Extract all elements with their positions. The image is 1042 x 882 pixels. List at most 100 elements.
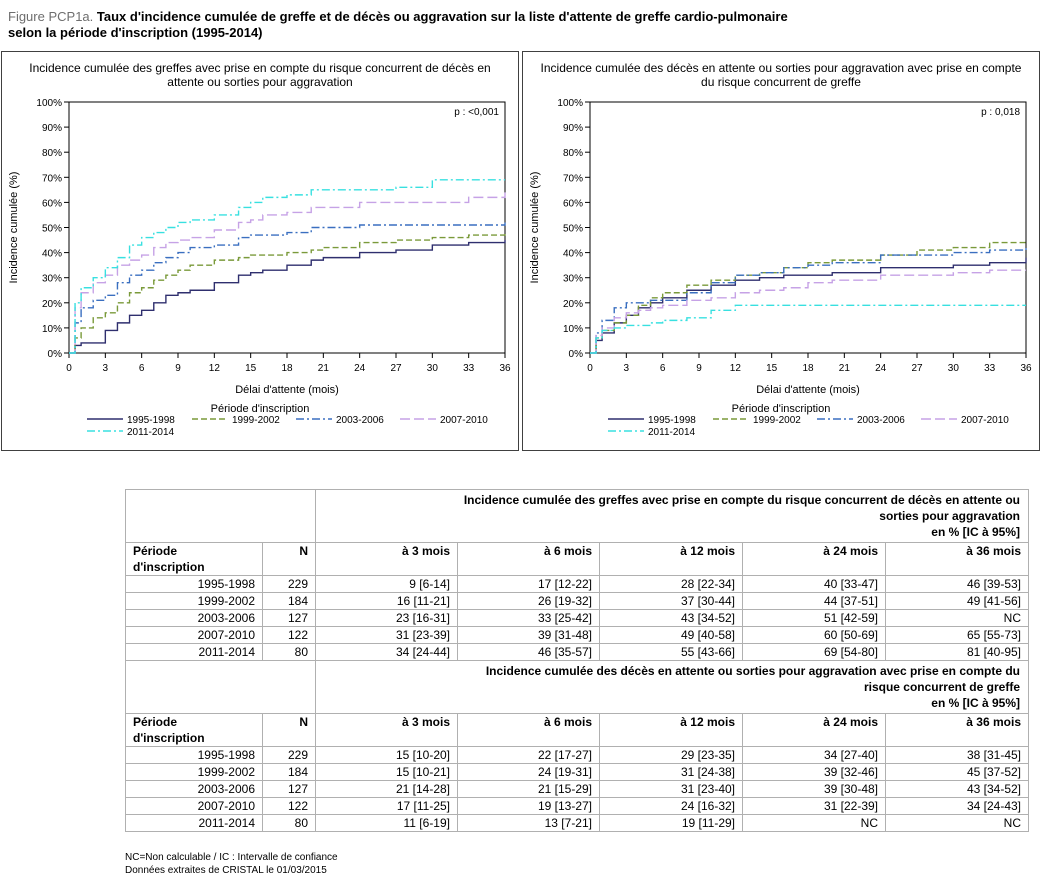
value-cell: 31 [23-39] xyxy=(315,626,458,644)
period-cell: 1995-1998 xyxy=(125,746,263,764)
y-tick-label: 30% xyxy=(42,274,62,285)
x-tick-label: 3 xyxy=(624,363,630,374)
y-tick-label: 50% xyxy=(563,224,583,235)
period-cell: 2007-2010 xyxy=(125,626,263,644)
table-row: 2011-2014 80 11 [6-19] 13 [7-21] 19 [11-29] N… xyxy=(125,814,1029,832)
y-tick-label: 80% xyxy=(42,148,62,159)
value-cell: NC xyxy=(742,814,886,832)
chart-panel-greffes: Incidence cumulée des greffes avec prise… xyxy=(1,51,519,451)
table-section-header: Incidence cumulée des greffes avec prise… xyxy=(125,489,1029,543)
column-header: à 24 mois xyxy=(742,542,886,576)
figure-label: Figure PCP1a. xyxy=(8,9,94,24)
legend-label-2003-2006: 2003-2006 xyxy=(857,415,905,426)
chart-title-line: Incidence cumulée des décès en attente o… xyxy=(541,61,1022,75)
table-row: 1995-1998 229 15 [10-20] 22 [17-27] 29 [23-3… xyxy=(125,746,1029,764)
value-cell: 31 [22-39] xyxy=(742,797,886,815)
series-line-1995-1998 xyxy=(69,240,506,354)
x-tick-label: 33 xyxy=(984,363,996,374)
column-header: à 36 mois xyxy=(885,713,1029,747)
series-line-2003-2006 xyxy=(69,222,506,354)
x-tick-label: 24 xyxy=(354,363,366,374)
p-value-annotation: p : 0,018 xyxy=(981,107,1020,118)
y-axis-label: Incidence cumulée (%) xyxy=(529,172,541,284)
value-cell: 49 [41-56] xyxy=(885,592,1029,610)
table-row: 1999-2002 184 16 [11-21] 26 [19-32] 37 [30-4… xyxy=(125,592,1029,610)
column-header: Période d'inscription xyxy=(125,713,263,747)
column-header: à 12 mois xyxy=(599,542,743,576)
n-cell: 122 xyxy=(262,797,316,815)
period-cell: 2003-2006 xyxy=(125,780,263,798)
legend-label-1995-1998: 1995-1998 xyxy=(127,415,175,426)
period-cell: 2011-2014 xyxy=(125,814,263,832)
y-tick-label: 20% xyxy=(42,299,62,310)
y-tick-label: 10% xyxy=(563,324,583,335)
column-header: N xyxy=(262,542,316,576)
value-cell: 51 [42-59] xyxy=(742,609,886,627)
x-tick-label: 9 xyxy=(175,363,181,374)
value-cell: 49 [40-58] xyxy=(599,626,743,644)
table-row: 1995-1998 229 9 [6-14] 17 [12-22] 28 [22-34]… xyxy=(125,575,1029,593)
series-line-2011-2014 xyxy=(69,179,505,354)
figure-title-line1: Figure PCP1a. Taux d'incidence cumulée d… xyxy=(8,9,1028,25)
p-value-annotation: p : <0,001 xyxy=(454,107,499,118)
y-tick-label: 50% xyxy=(42,224,62,235)
value-cell: 31 [23-40] xyxy=(599,780,743,798)
n-cell: 229 xyxy=(262,746,316,764)
series-line-2007-2010 xyxy=(590,269,1026,354)
section-title-greffes: Incidence cumulée des greffes avec prise… xyxy=(315,489,1029,543)
value-cell: 44 [37-51] xyxy=(742,592,886,610)
table-section-header: Incidence cumulée des décès en attente o… xyxy=(125,660,1029,714)
value-cell: 33 [25-42] xyxy=(457,609,600,627)
column-header: Période d'inscription xyxy=(125,542,263,576)
figure-title: Figure PCP1a. Taux d'incidence cumulée d… xyxy=(8,9,1028,41)
column-header: à 3 mois xyxy=(315,542,458,576)
n-cell: 184 xyxy=(262,592,316,610)
table-row: 2003-2006 127 23 [16-31] 33 [25-42] 43 [34-5… xyxy=(125,609,1029,627)
value-cell: 26 [19-32] xyxy=(457,592,600,610)
value-cell: 39 [32-46] xyxy=(742,763,886,781)
plot-frame xyxy=(589,101,1027,354)
value-cell: 24 [19-31] xyxy=(457,763,600,781)
y-tick-label: 10% xyxy=(42,324,62,335)
y-tick-label: 0% xyxy=(569,349,584,360)
y-tick-label: 100% xyxy=(557,98,583,109)
value-cell: 21 [15-29] xyxy=(457,780,600,798)
x-tick-label: 6 xyxy=(139,363,145,374)
value-cell: 23 [16-31] xyxy=(315,609,458,627)
value-cell: 11 [6-19] xyxy=(315,814,458,832)
y-tick-label: 90% xyxy=(42,123,62,134)
chart-deces: Incidence cumulée des décès en attente o… xyxy=(529,61,1032,438)
empty-corner-cell xyxy=(125,489,316,543)
y-tick-label: 40% xyxy=(42,249,62,260)
period-cell: 2011-2014 xyxy=(125,643,263,661)
x-tick-label: 33 xyxy=(463,363,475,374)
value-cell: 46 [35-57] xyxy=(457,643,600,661)
x-tick-label: 0 xyxy=(66,363,72,374)
n-cell: 127 xyxy=(262,780,316,798)
value-cell: 15 [10-21] xyxy=(315,763,458,781)
table-row: 2003-2006 127 21 [14-28] 21 [15-29] 31 [23-4… xyxy=(125,780,1029,798)
value-cell: 81 [40-95] xyxy=(885,643,1029,661)
legend-label-1999-2002: 1999-2002 xyxy=(753,415,801,426)
legend-label-1995-1998: 1995-1998 xyxy=(648,415,696,426)
footnotes: NC=Non calculable / IC : Intervalle de c… xyxy=(125,851,338,877)
chart-title-line: Incidence cumulée des greffes avec prise… xyxy=(29,61,490,75)
series-line-1999-2002 xyxy=(69,232,506,354)
value-cell: 15 [10-20] xyxy=(315,746,458,764)
value-cell: 9 [6-14] xyxy=(315,575,458,593)
x-tick-label: 12 xyxy=(730,363,742,374)
value-cell: 19 [11-29] xyxy=(599,814,743,832)
column-header: à 3 mois xyxy=(315,713,458,747)
value-cell: NC xyxy=(885,609,1029,627)
value-cell: 21 [14-28] xyxy=(315,780,458,798)
legend-label-2011-2014: 2011-2014 xyxy=(648,427,696,438)
value-cell: 22 [17-27] xyxy=(457,746,600,764)
y-tick-label: 0% xyxy=(48,349,63,360)
x-tick-label: 21 xyxy=(318,363,330,374)
x-tick-label: 21 xyxy=(839,363,851,374)
y-tick-label: 90% xyxy=(563,123,583,134)
x-axis-label: Délai d'attente (mois) xyxy=(235,384,339,396)
value-cell: 46 [39-53] xyxy=(885,575,1029,593)
